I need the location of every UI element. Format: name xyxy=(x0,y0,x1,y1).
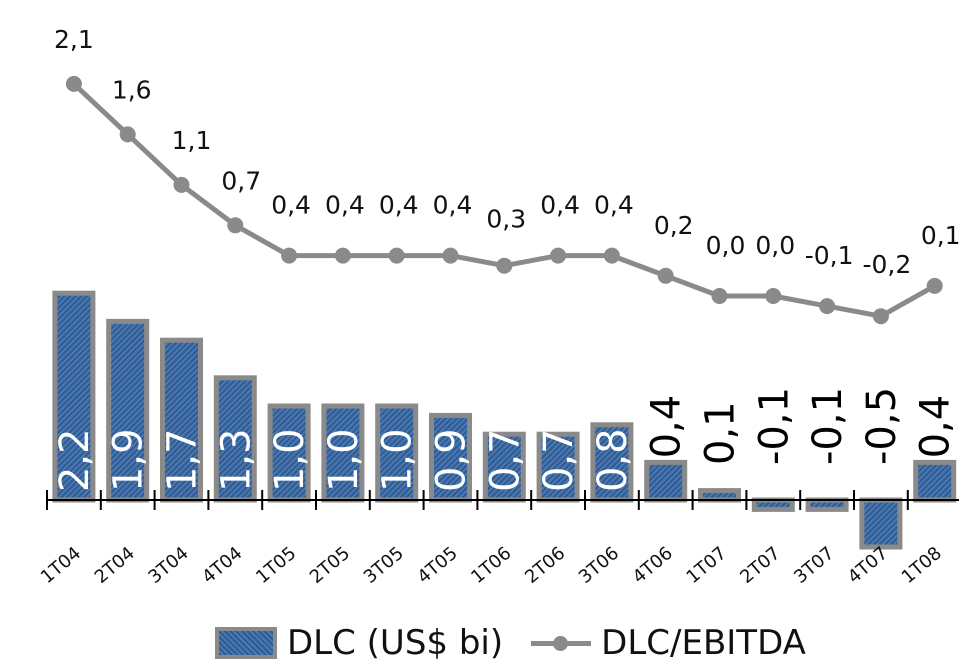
x-tick-label-1T06: 1T06 xyxy=(467,543,515,588)
line-point-3T06 xyxy=(603,247,620,264)
bar-label-3T05: 1,0 xyxy=(375,428,421,492)
line-dlc-ebitda xyxy=(72,82,936,319)
line-label-1T07: 0,0 xyxy=(706,231,746,260)
x-tick-label-3T07: 3T07 xyxy=(790,543,838,588)
line-label-1T04: 2,1 xyxy=(54,25,94,54)
x-tick-label-2T07: 2T07 xyxy=(736,543,784,588)
bar-label-3T04: 1,7 xyxy=(160,428,206,492)
legend-item-dlc: DLC (US$ bi) xyxy=(215,623,503,663)
x-tick-label-1T04: 1T04 xyxy=(37,543,85,588)
line-label-3T04: 1,1 xyxy=(172,126,212,155)
line-point-3T07 xyxy=(819,298,836,315)
bar-1T08 xyxy=(913,459,957,503)
line-label-3T05: 0,4 xyxy=(379,191,419,220)
line-point-2T04 xyxy=(119,126,136,143)
bar-label-1T04: 2,2 xyxy=(52,428,98,492)
line-label-1T08: 0,1 xyxy=(921,221,959,250)
legend-item-ratio: DLC/EBITDA xyxy=(515,623,806,663)
line-point-2T07 xyxy=(765,288,782,304)
line-point-3T05 xyxy=(388,247,405,264)
line-label-2T04: 1,6 xyxy=(112,75,152,104)
x-tick-label-3T04: 3T04 xyxy=(144,543,192,588)
legend-bar-label: DLC (US$ bi) xyxy=(287,623,504,663)
line-label-4T04: 0,7 xyxy=(221,166,261,195)
x-tick-label-2T06: 2T06 xyxy=(521,543,569,588)
x-tick-label-1T07: 1T07 xyxy=(682,543,730,588)
bar-4T06 xyxy=(644,459,688,503)
legend-bar-swatch xyxy=(215,627,277,659)
line-label-1T06: 0,3 xyxy=(486,205,526,234)
bar-label-1T07: 0,1 xyxy=(698,401,744,465)
line-point-3T04 xyxy=(173,176,190,193)
legend: DLC (US$ bi) DLC/EBITDA xyxy=(215,618,806,668)
bar-1T07 xyxy=(698,488,741,503)
line-label-2T05: 0,4 xyxy=(325,191,365,220)
bar-2T05 xyxy=(321,403,365,503)
line-point-4T05 xyxy=(442,247,459,264)
x-tick-label-2T05: 2T05 xyxy=(306,543,354,588)
bar-label-2T04: 1,9 xyxy=(106,428,152,492)
line-label-2T07: 0,0 xyxy=(755,231,795,260)
bar-label-4T06: 0,4 xyxy=(644,395,690,459)
legend-line-label: DLC/EBITDA xyxy=(601,623,806,663)
x-tick-label-1T08: 1T08 xyxy=(898,543,946,588)
bar-label-2T05: 1,0 xyxy=(321,428,367,492)
bar-label-1T08: 0,4 xyxy=(913,395,959,459)
bar-label-3T07: -0,1 xyxy=(805,387,851,465)
x-tick-label-3T05: 3T05 xyxy=(360,543,408,588)
x-tick-label-4T07: 4T07 xyxy=(844,543,892,588)
line-point-4T04 xyxy=(227,217,244,234)
bar-label-4T07: -0,5 xyxy=(859,387,905,465)
bar-label-1T06: 0,7 xyxy=(482,428,528,492)
bar-label-1T05: 1,0 xyxy=(267,428,313,492)
x-tick-label-4T06: 4T06 xyxy=(629,543,677,588)
x-tick-label-1T05: 1T05 xyxy=(252,543,300,588)
bar-4T07 xyxy=(859,497,903,550)
line-label-4T07: -0,2 xyxy=(863,250,912,279)
x-tick-label-4T04: 4T04 xyxy=(198,543,246,588)
line-label-2T06: 0,4 xyxy=(540,191,580,220)
line-point-4T07 xyxy=(872,308,889,325)
line-label-3T07: -0,1 xyxy=(805,241,854,270)
line-point-1T04 xyxy=(65,75,82,92)
line-point-2T06 xyxy=(550,247,567,264)
bar-label-4T05: 0,9 xyxy=(429,428,475,492)
line-point-1T06 xyxy=(496,257,513,274)
bar-label-3T06: 0,8 xyxy=(590,428,636,492)
bar-4T04 xyxy=(213,375,257,503)
bar-3T07 xyxy=(805,497,849,512)
bar-4T05 xyxy=(429,412,472,503)
line-point-2T05 xyxy=(334,247,351,264)
x-tick-label-2T04: 2T04 xyxy=(91,543,139,588)
line-point-1T07 xyxy=(711,288,728,304)
line-point-1T05 xyxy=(281,247,298,264)
line-label-4T05: 0,4 xyxy=(433,191,473,220)
bar-label-2T07: -0,1 xyxy=(751,387,797,465)
bar-label-4T04: 1,3 xyxy=(213,428,259,492)
x-tick-label-4T05: 4T05 xyxy=(413,543,461,588)
bar-label-2T06: 0,7 xyxy=(536,428,582,492)
legend-line-swatch xyxy=(531,627,592,659)
bar-2T07 xyxy=(751,497,795,512)
line-point-4T06 xyxy=(657,267,674,284)
x-tick-label-3T06: 3T06 xyxy=(575,543,623,588)
line-label-1T05: 0,4 xyxy=(271,191,311,220)
line-point-1T08 xyxy=(926,277,943,294)
line-label-4T06: 0,2 xyxy=(654,211,694,240)
line-label-3T06: 0,4 xyxy=(594,191,634,220)
